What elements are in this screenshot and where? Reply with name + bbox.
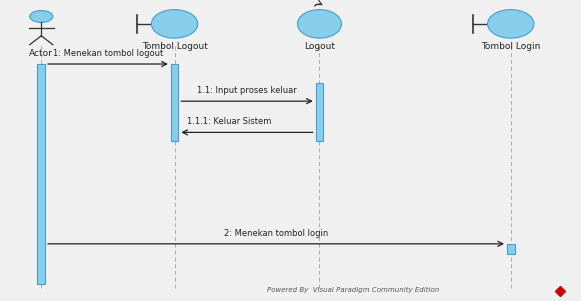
Ellipse shape [152,10,198,38]
Text: Tombol Login: Tombol Login [481,42,540,51]
Text: 1.1.1: Keluar Sistem: 1.1.1: Keluar Sistem [188,117,272,126]
Text: Tombol Logout: Tombol Logout [142,42,207,51]
Text: Logout: Logout [304,42,335,51]
Bar [315,83,323,141]
Ellipse shape [487,10,534,38]
Text: Powered By  Visual Paradigm Community Edition: Powered By Visual Paradigm Community Edi… [267,287,440,293]
Text: 2: Menekan tombol login: 2: Menekan tombol login [224,229,328,238]
Text: 1: Menekan tombol logout: 1: Menekan tombol logout [53,49,163,58]
Circle shape [30,11,53,22]
Text: 1.1: Input proses keluar: 1.1: Input proses keluar [197,86,297,95]
Text: Actor: Actor [29,49,53,58]
Bar [507,244,515,254]
Ellipse shape [297,10,342,38]
Bar [171,64,178,141]
Bar [38,64,45,284]
